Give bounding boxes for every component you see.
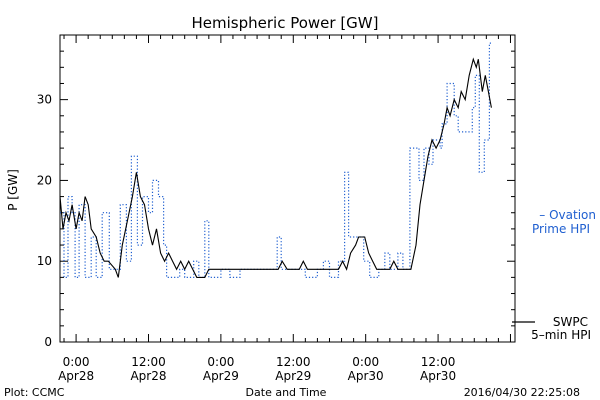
legend-swpc-line2: 5–min HPI (531, 328, 591, 342)
x-tick-label: 0:00 (63, 355, 90, 369)
x-axis-label: Date and Time (246, 386, 327, 399)
series-line-swpc (59, 57, 492, 278)
x-tick-sublabel: Apr29 (203, 369, 239, 383)
legend-ovation-line2: Prime HPI (532, 222, 590, 236)
x-tick-label: 0:00 (207, 355, 234, 369)
x-tick-label: 12:00 (276, 355, 311, 369)
legend-swpc-line1: SWPC (553, 315, 588, 329)
legend-ovation-line1: – Ovation (539, 208, 596, 222)
chart-axes: 01020300:00Apr2812:00Apr280:00Apr2912:00… (37, 34, 516, 383)
y-tick-label: 20 (37, 173, 52, 187)
plot-frame (59, 34, 516, 343)
plot-credit: Plot: CCMC (4, 386, 65, 399)
chart-title: Hemispheric Power [GW] (192, 14, 379, 32)
plot-timestamp: 2016/04/30 22:25:08 (464, 386, 580, 399)
x-tick-label: 0:00 (352, 355, 379, 369)
x-tick-sublabel: Apr28 (58, 369, 94, 383)
x-tick-sublabel: Apr29 (275, 369, 311, 383)
y-axis-label: P [GW] (6, 169, 20, 211)
x-tick-label: 12:00 (131, 355, 166, 369)
x-tick-sublabel: Apr28 (130, 369, 166, 383)
y-tick-label: 30 (37, 93, 52, 107)
series-layer (59, 42, 493, 278)
x-tick-label: 12:00 (421, 355, 456, 369)
x-tick-sublabel: Apr30 (420, 369, 456, 383)
y-tick-label: 0 (44, 335, 52, 349)
x-tick-sublabel: Apr30 (348, 369, 384, 383)
y-tick-label: 10 (37, 254, 52, 268)
